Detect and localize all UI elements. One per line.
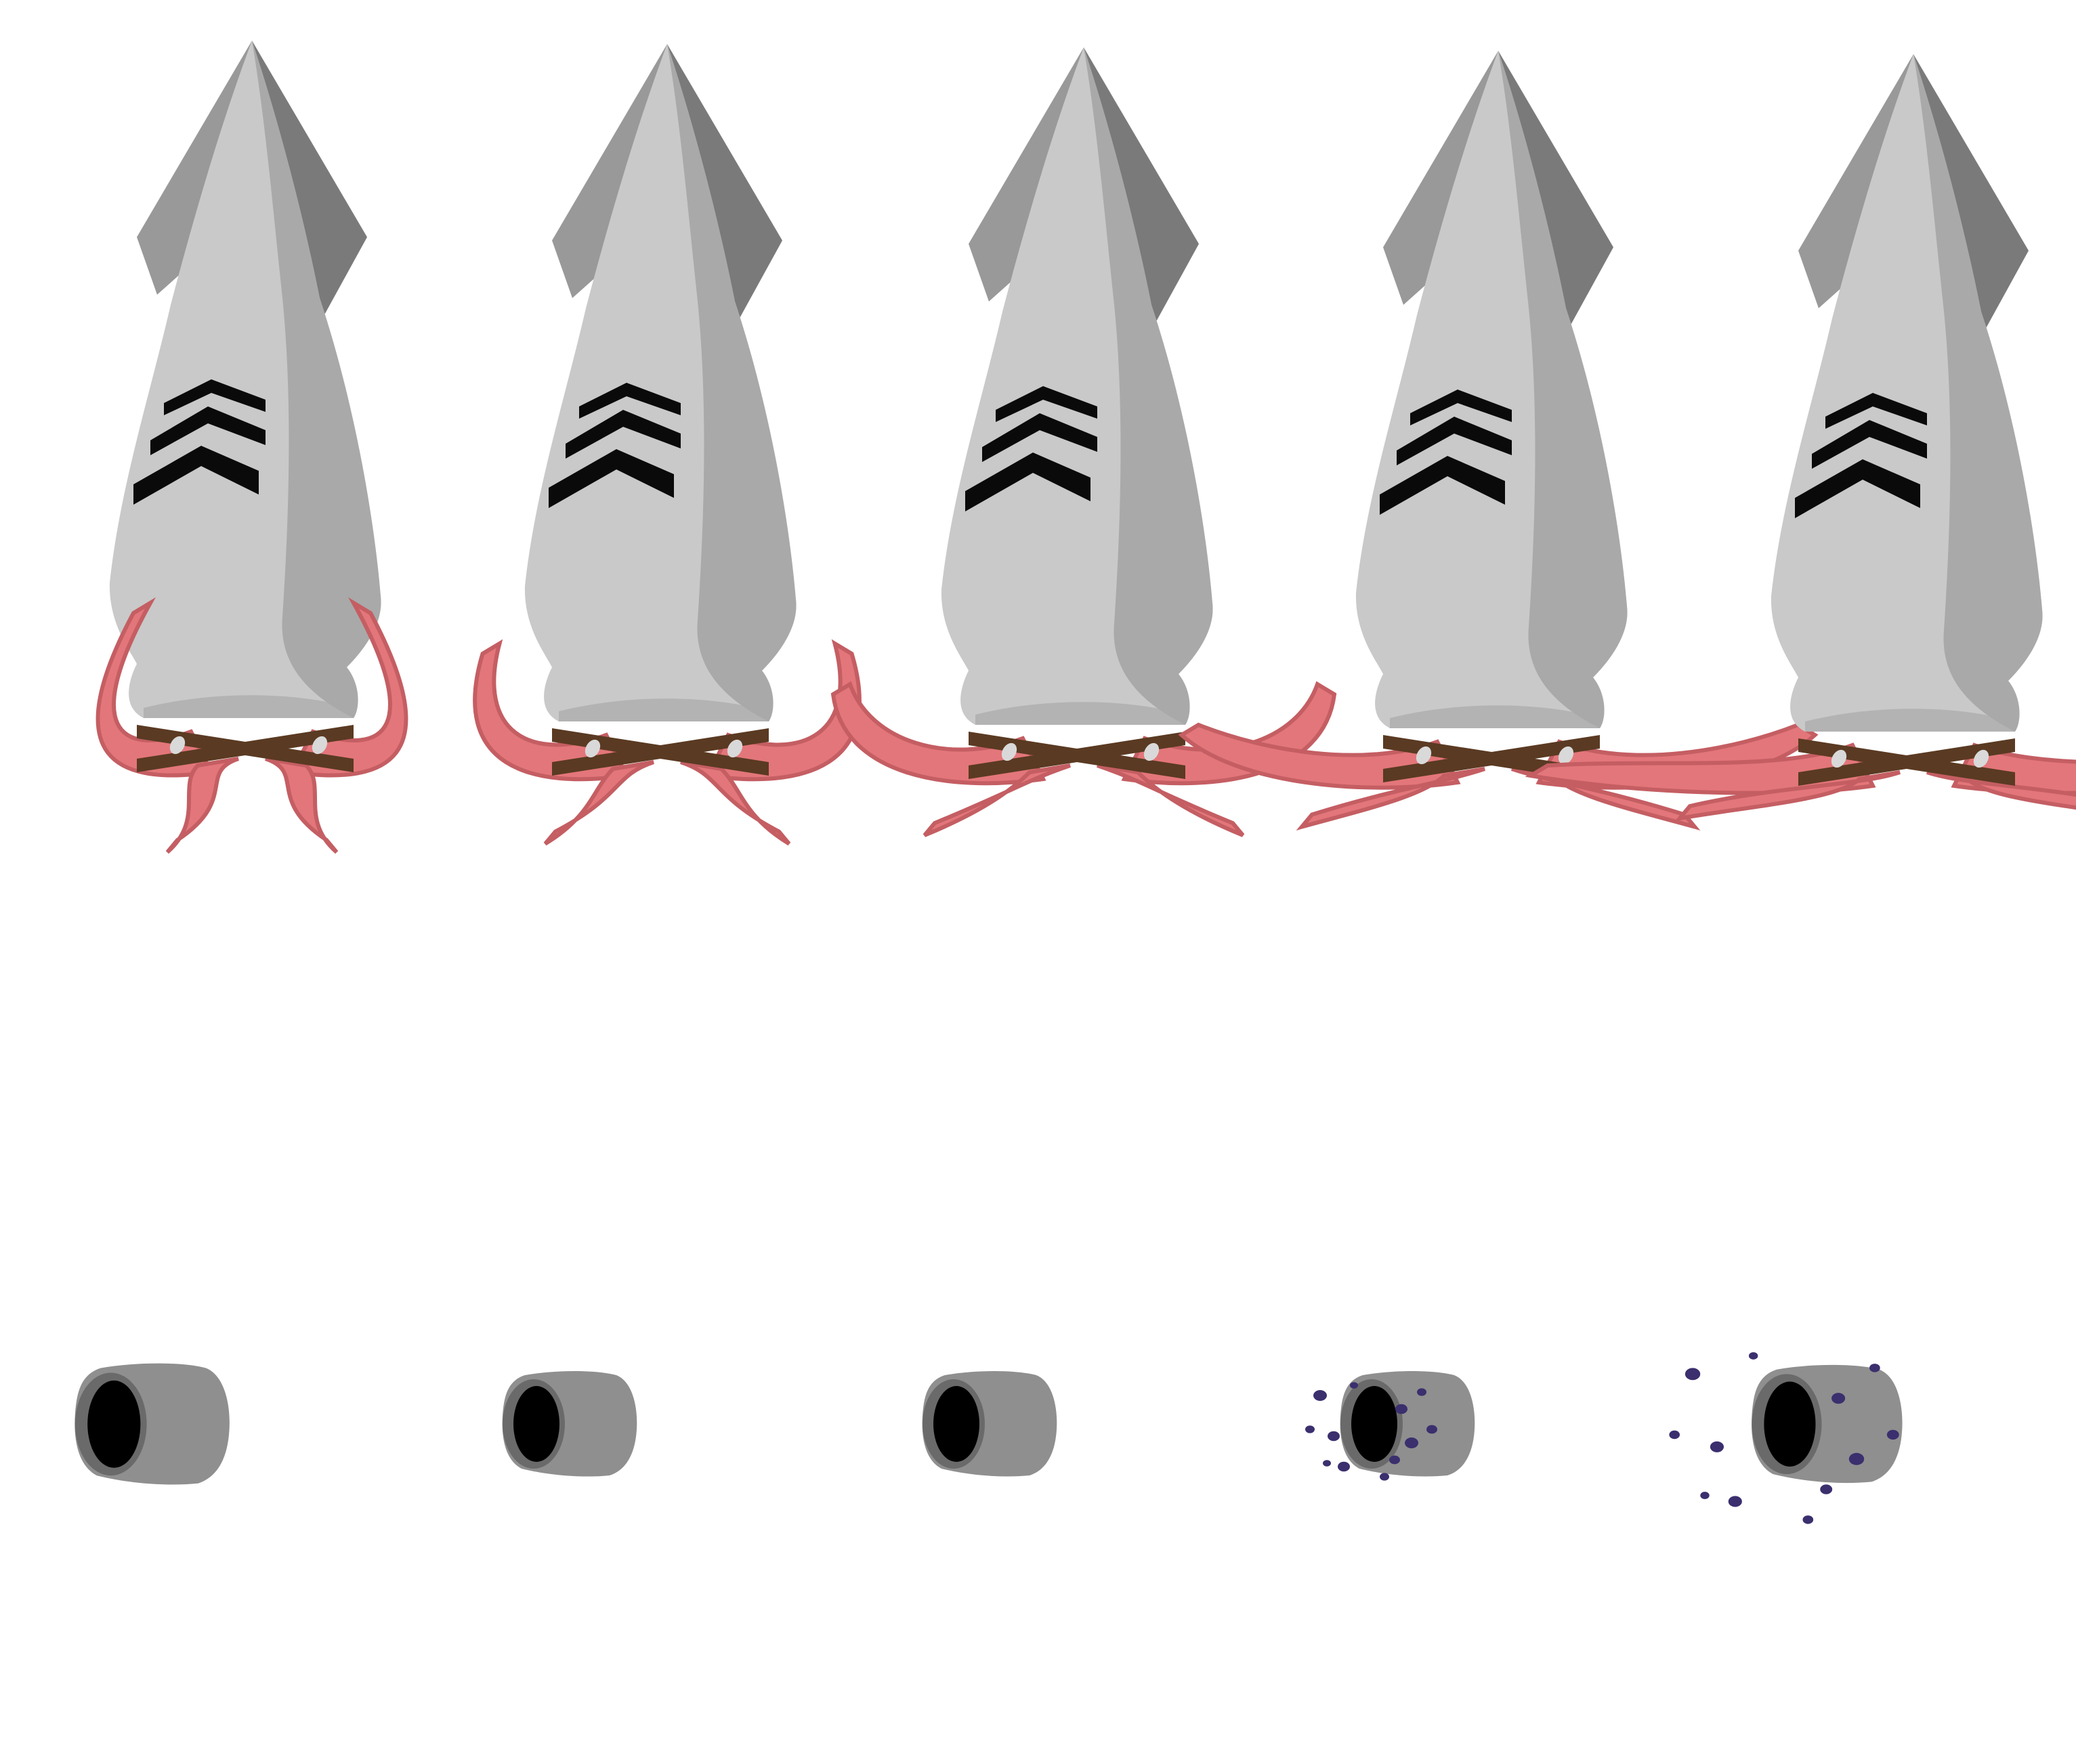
rank-chevron-top [1825, 393, 1927, 429]
squid-mantle-rim [1390, 705, 1600, 728]
tentacle-left-inner [543, 760, 654, 846]
harness-rivet-right [1558, 746, 1574, 765]
ink-droplet-4 [1831, 1393, 1846, 1404]
ink-droplet-6 [1389, 1455, 1400, 1465]
ink-droplet-6 [1820, 1484, 1833, 1494]
cannon-frame-3 [922, 1371, 1057, 1477]
harness-strap-b [137, 725, 354, 772]
rank-chevron-middle [1812, 420, 1927, 469]
squid-mantle-shadow [667, 44, 797, 721]
rank-chevron-top [1410, 390, 1512, 425]
ink-droplet-11 [1700, 1492, 1710, 1499]
ink-droplet-12 [1380, 1473, 1389, 1481]
ink-droplet-5 [1848, 1452, 1865, 1465]
ink-droplet-10 [1426, 1425, 1437, 1434]
squid-mantle-shadow [1913, 54, 2043, 732]
ink-droplet-10 [1886, 1429, 1899, 1440]
harness-rivet-right [1973, 749, 1989, 768]
ink-droplet-1 [1685, 1368, 1701, 1381]
squid-animation-row [96, 41, 2076, 854]
tentacle-right-inner [1926, 770, 2076, 810]
rank-chevron-top [579, 383, 681, 419]
cannon-frame-4 [1305, 1371, 1475, 1481]
ink-droplet-5 [1405, 1437, 1418, 1448]
squid-tentacles [96, 597, 408, 854]
rank-chevron-bottom [133, 446, 259, 505]
ink-splatter [1305, 1382, 1437, 1481]
harness-strap-b [969, 732, 1185, 779]
rank-chevron-middle [566, 410, 681, 459]
cannon-frame-5 [1669, 1352, 1903, 1524]
ink-droplet-9 [1350, 1382, 1358, 1389]
rank-chevron-middle [150, 406, 266, 455]
rank-chevron-top [164, 379, 266, 415]
rank-chevron-top [996, 386, 1097, 422]
ink-droplet-2 [1328, 1431, 1340, 1442]
tentacle-left-inner [1296, 767, 1485, 831]
tentacle-left-inner [1674, 770, 1901, 822]
cannon-frame-2 [502, 1371, 637, 1477]
cannon-animation-row [75, 1352, 1903, 1524]
squid-frame-4 [1178, 51, 1819, 831]
rank-chevron-bottom [1380, 456, 1505, 515]
tentacle-right-outer [289, 597, 408, 778]
squid-mantle-rim [1805, 709, 2015, 732]
rank-chevron-bottom [549, 449, 674, 508]
ink-droplet-7 [1728, 1496, 1742, 1507]
harness-strap-b [1798, 738, 2015, 786]
harness-rivet-right [312, 736, 328, 755]
cannon-bore [933, 1386, 979, 1462]
tentacle-left-outer [96, 597, 215, 778]
harness-rivet-right [727, 739, 743, 758]
tentacle-left-inner [923, 763, 1071, 837]
squid-frame-3 [830, 47, 1337, 837]
rank-chevron-middle [982, 413, 1097, 462]
squid-mantle-shadow [252, 41, 381, 718]
harness-rivet-left [1001, 742, 1017, 761]
harness-strap-b [552, 728, 769, 776]
ink-droplet-3 [1669, 1430, 1680, 1440]
ink-splatter [1669, 1352, 1899, 1524]
tentacle-right-inner [1097, 763, 1245, 837]
harness-rivet-left [1831, 749, 1847, 768]
squid-frame-2 [473, 44, 862, 846]
ink-droplet-8 [1869, 1364, 1880, 1372]
squid-mantle-shadow [1498, 51, 1628, 728]
rank-chevron-middle [1397, 417, 1512, 465]
ink-droplet-2 [1710, 1441, 1724, 1452]
cannon-bore [87, 1380, 141, 1468]
cannon-bore [513, 1386, 559, 1462]
harness-rivet-left [585, 739, 601, 758]
ink-droplet-7 [1338, 1461, 1350, 1472]
ink-droplet-1 [1313, 1390, 1327, 1401]
ink-droplet-3 [1305, 1425, 1315, 1433]
tentacle-left-outer [830, 681, 1046, 786]
harness-rivet-left [169, 736, 186, 755]
squid-mantle-rim [975, 702, 1185, 725]
harness-rivet-right [1143, 742, 1160, 761]
squid-frame-1 [96, 41, 408, 854]
squid-frame-5 [1525, 54, 2076, 822]
squid-mantle-rim [144, 695, 354, 718]
cannon-bore [1351, 1386, 1397, 1462]
tentacle-right-inner [265, 757, 339, 854]
harness-rivet-left [1416, 746, 1432, 765]
ink-droplet-9 [1748, 1352, 1758, 1360]
tentacle-left-inner [165, 757, 239, 854]
rank-chevron-bottom [1795, 459, 1920, 518]
ink-droplet-12 [1802, 1515, 1814, 1524]
squid-mantle-rim [559, 698, 769, 721]
tentacle-right-inner [680, 760, 791, 846]
cannon-frame-1 [75, 1363, 230, 1485]
cannon-bore [1764, 1381, 1816, 1467]
ink-droplet-8 [1417, 1388, 1426, 1396]
ink-droplet-4 [1395, 1404, 1407, 1414]
rank-chevron-bottom [965, 453, 1090, 511]
harness-strap-b [1383, 735, 1600, 782]
ink-droplet-11 [1323, 1460, 1331, 1467]
squid-mantle-shadow [1084, 47, 1213, 725]
